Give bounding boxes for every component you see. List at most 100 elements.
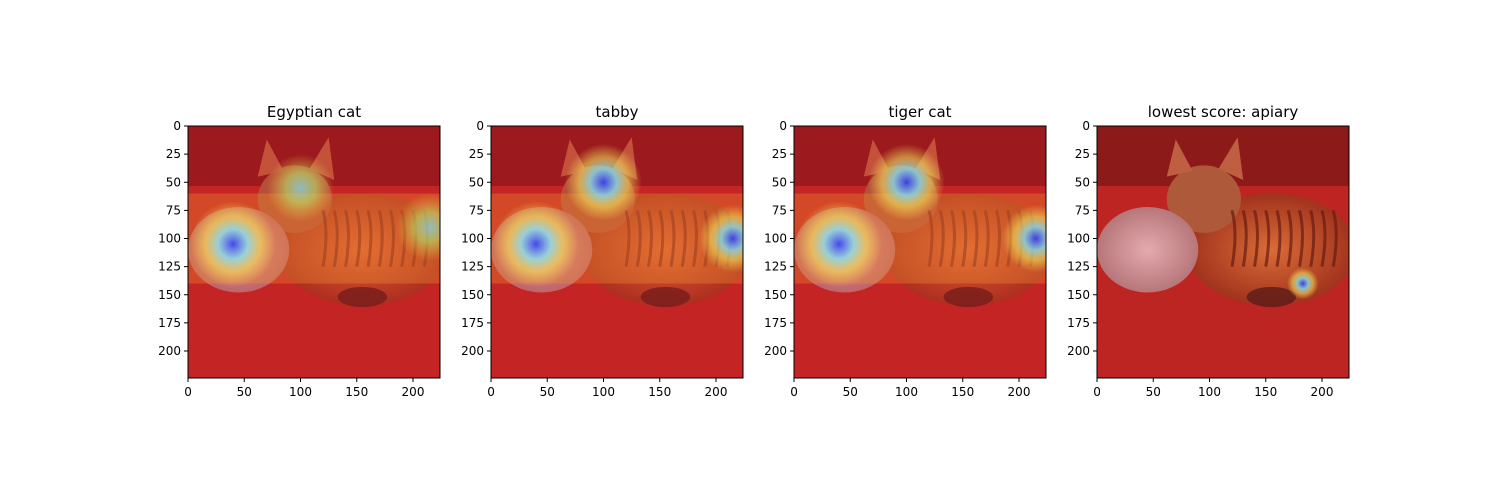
y-tick-label: 25 [469, 147, 484, 161]
paw-shadow [337, 286, 388, 308]
y-tick-label: 175 [1067, 316, 1090, 330]
axes-frame [1096, 125, 1350, 379]
x-tick-label: 150 [1254, 385, 1277, 399]
x-tick-label: 200 [705, 385, 728, 399]
y-tick-label: 150 [158, 288, 181, 302]
fur-stripe [635, 209, 642, 267]
y-tick-label: 200 [764, 344, 787, 358]
heat-hotspot [868, 144, 945, 221]
x-tick-label: 150 [951, 385, 974, 399]
x-tick-label: 200 [1311, 385, 1334, 399]
fur-stripe [377, 209, 384, 267]
heat-hotspot [1002, 204, 1046, 273]
fur-stripe [658, 209, 665, 267]
fur-stripe [1275, 209, 1282, 267]
y-tick-label: 150 [1067, 288, 1090, 302]
y-tick-label: 175 [461, 316, 484, 330]
paw-shadow [640, 286, 691, 308]
heat-hotspot [396, 193, 440, 261]
y-tick-label: 200 [461, 344, 484, 358]
fur-stripe [972, 209, 979, 267]
panels: Egyptian cat 0 50 100 150 200 0 25 50 75 100 125 150… [158, 103, 1350, 399]
x-tick-label: 0 [790, 385, 798, 399]
y-tick-label: 200 [1067, 344, 1090, 358]
y-tick-label: 100 [461, 232, 484, 246]
fur-stripe [1286, 209, 1293, 267]
y-tick-label: 25 [1075, 147, 1090, 161]
grey-cat [1097, 207, 1199, 293]
fur-stripe [1230, 209, 1237, 267]
y-tick-label: 125 [764, 260, 787, 274]
y-tick-label: 50 [1075, 175, 1090, 189]
fur-stripe [1253, 209, 1259, 267]
cat-photo [491, 126, 743, 378]
paw-shadow [943, 286, 994, 308]
x-tick-label: 50 [540, 385, 555, 399]
y-tick-label: 50 [772, 175, 787, 189]
fur-stripe [1298, 209, 1304, 267]
y-tick-label: 50 [166, 175, 181, 189]
fur-stripe [332, 209, 339, 267]
x-tick-label: 0 [487, 385, 495, 399]
y-tick-label: 75 [469, 203, 484, 217]
y-tick-label: 75 [1075, 203, 1090, 217]
y-tick-label: 25 [166, 147, 181, 161]
fur-stripe [961, 209, 968, 267]
x-tick-label: 100 [592, 385, 615, 399]
y-tick-label: 0 [476, 119, 484, 133]
x-tick-label: 200 [402, 385, 425, 399]
x-tick-label: 50 [843, 385, 858, 399]
y-tick-label: 100 [158, 232, 181, 246]
y-tick-label: 175 [764, 316, 787, 330]
fur-stripe [938, 209, 945, 267]
y-tick-label: 150 [461, 288, 484, 302]
panel-1: Egyptian cat 0 50 100 150 200 0 25 50 75 100 125 150… [158, 103, 441, 399]
y-tick-label: 75 [772, 203, 787, 217]
fur-stripe [1331, 209, 1338, 267]
y-tick-label: 25 [772, 147, 787, 161]
fur-stripe [647, 209, 653, 267]
y-tick-label: 50 [469, 175, 484, 189]
y-tick-label: 150 [764, 288, 787, 302]
cat-photo [1097, 126, 1349, 378]
x-tick-label: 100 [1198, 385, 1221, 399]
y-tick-label: 75 [166, 203, 181, 217]
x-tick-label: 150 [648, 385, 671, 399]
tabby-ear-left [1166, 139, 1193, 177]
fur-stripe [389, 209, 395, 267]
panel-title: tabby [596, 103, 639, 121]
tabby-head [1166, 165, 1241, 233]
fur-stripe [927, 209, 934, 267]
x-tick-label: 200 [1008, 385, 1031, 399]
paw-shadow [1246, 286, 1297, 308]
fur-stripe [669, 209, 676, 267]
y-tick-label: 100 [764, 232, 787, 246]
x-tick-label: 150 [345, 385, 368, 399]
fur-stripe [366, 209, 373, 267]
fur-stripe [950, 209, 956, 267]
panel-3: tiger cat 0 50 100 150 200 0 25 50 75 100 125 150 175… [764, 103, 1047, 399]
x-tick-label: 50 [237, 385, 252, 399]
panel-title: tiger cat [888, 103, 951, 121]
heat-hotspot [565, 144, 642, 221]
y-tick-label: 100 [1067, 232, 1090, 246]
panel-title: Egyptian cat [267, 103, 361, 121]
panel-title: lowest score: apiary [1148, 103, 1299, 121]
x-tick-label: 100 [289, 385, 312, 399]
y-tick-label: 0 [173, 119, 181, 133]
heat-hotspot [1287, 267, 1319, 300]
x-tick-label: 0 [1093, 385, 1101, 399]
y-tick-label: 0 [1082, 119, 1090, 133]
heat-hotspot [699, 204, 743, 273]
axes-frame [793, 125, 1047, 379]
x-tick-label: 0 [184, 385, 192, 399]
fur-stripe [344, 209, 350, 267]
cat-photo [794, 126, 1046, 378]
heat-hotspot [190, 201, 276, 287]
fur-stripe [983, 209, 990, 267]
fur-stripe [995, 209, 1001, 267]
fur-stripe [692, 209, 698, 267]
fur-stripe [1241, 209, 1248, 267]
y-tick-label: 125 [1067, 260, 1090, 274]
heat-hotspot [266, 154, 335, 222]
